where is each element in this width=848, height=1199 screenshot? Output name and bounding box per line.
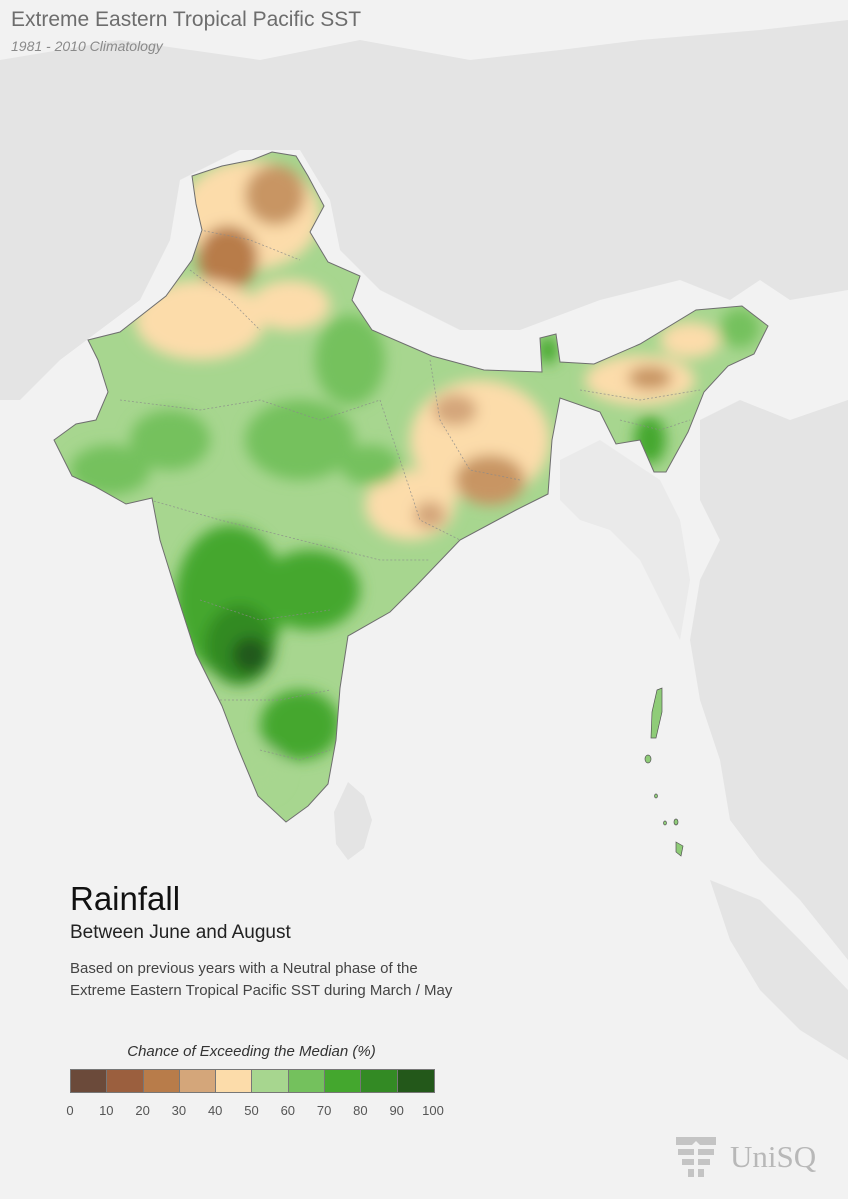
legend-swatch-8 [361, 1070, 398, 1092]
legend-tick-label: 70 [316, 1103, 332, 1118]
india-outline [53, 151, 769, 823]
legend-title: Chance of Exceeding the Median (%) [127, 1043, 376, 1060]
legend-tick-label: 30 [171, 1103, 187, 1118]
legend-swatch-0 [71, 1070, 108, 1092]
legend-tick-label: 80 [353, 1103, 368, 1118]
map-title: Extreme Eastern Tropical Pacific SST [11, 8, 362, 31]
legend-swatch-2 [143, 1070, 180, 1092]
legend-swatch-9 [397, 1070, 434, 1092]
legend-color-bar [70, 1069, 435, 1093]
map-subtitle: 1981 - 2010 Climatology [11, 38, 163, 54]
legend-swatch-5 [252, 1070, 289, 1092]
legend-swatch-7 [325, 1070, 362, 1092]
legend-tick-label: 100 [422, 1103, 444, 1118]
legend-tick-label: 60 [280, 1103, 296, 1118]
legend-tick-label: 90 [389, 1103, 404, 1118]
legend-tick-label: 10 [99, 1103, 114, 1118]
description-line-1: Based on previous years with a Neutral p… [70, 960, 418, 977]
legend-tick-label: 40 [207, 1103, 223, 1118]
unisq-logo-text: UniSQ [730, 1139, 817, 1174]
legend-swatch-3 [179, 1070, 217, 1092]
surrounding-land [0, 20, 848, 1060]
andaman-islands [644, 687, 684, 857]
state-boundaries [119, 229, 701, 761]
variable-period: Between June and August [70, 922, 291, 943]
legend-tick-label: 50 [244, 1103, 259, 1118]
variable-description: Based on previous years with a Neutral p… [70, 958, 590, 1002]
legend-tick-label: 0 [66, 1103, 74, 1118]
legend-swatch-6 [288, 1070, 326, 1092]
sri-lanka [334, 782, 372, 860]
unisq-logo: UniSQ [672, 1133, 816, 1181]
unisq-logo-icon [676, 1137, 716, 1177]
legend-swatch-1 [107, 1070, 144, 1092]
legend-swatch-4 [216, 1070, 253, 1092]
legend-tick-label: 20 [135, 1103, 150, 1118]
description-line-2: Extreme Eastern Tropical Pacific SST dur… [70, 982, 453, 999]
variable-title: Rainfall [70, 880, 181, 917]
